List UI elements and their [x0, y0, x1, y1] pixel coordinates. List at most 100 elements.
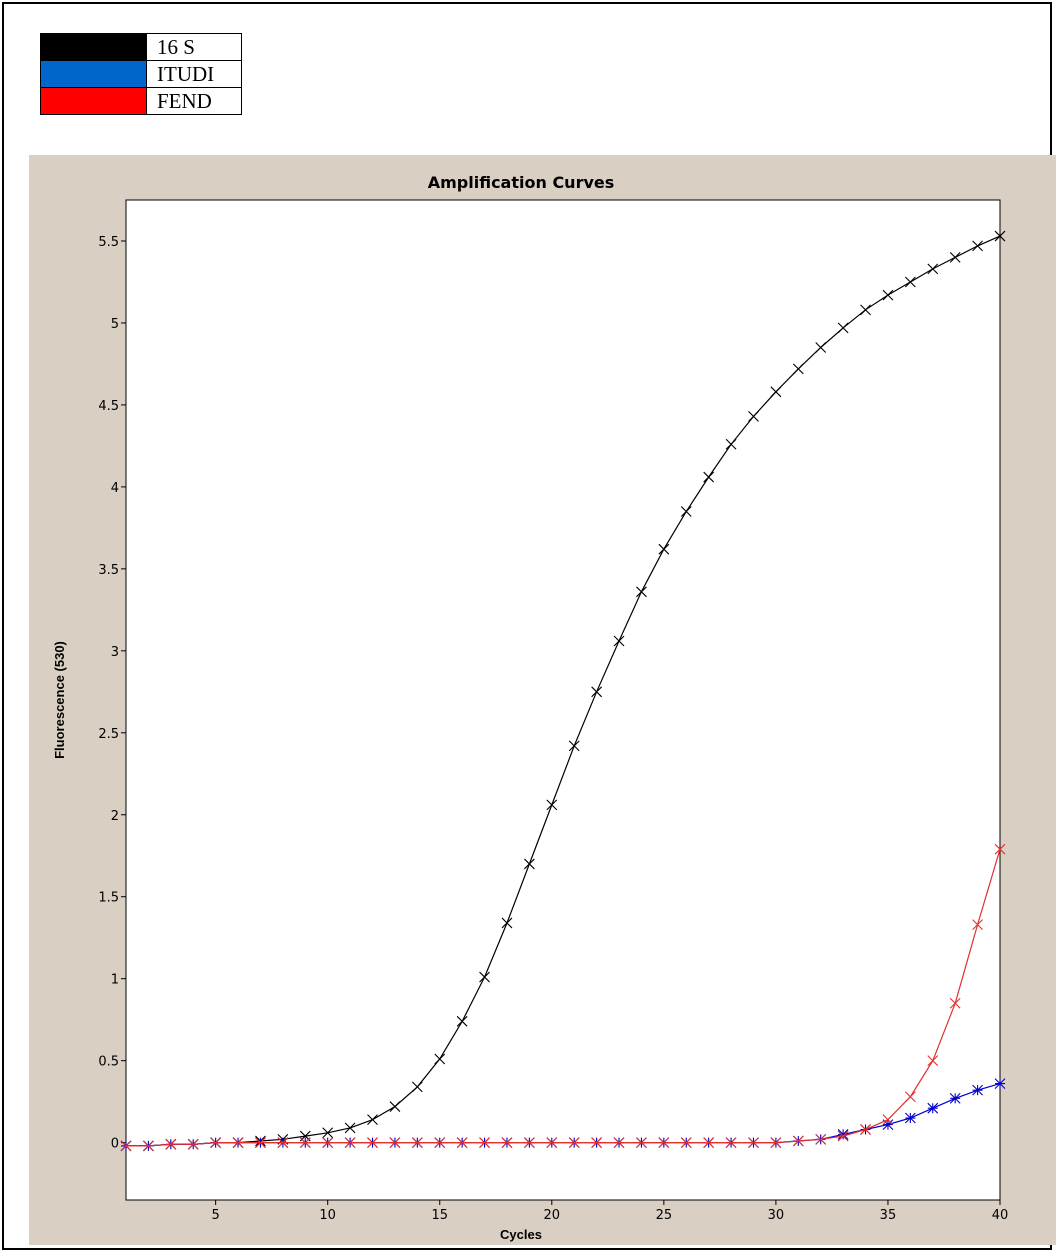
data-point-fend — [523, 1137, 535, 1149]
data-point-fend — [949, 997, 961, 1009]
data-point-fend — [165, 1138, 177, 1150]
y-tick-label: 4.5 — [98, 399, 119, 414]
data-point-16s — [882, 289, 894, 301]
data-point-16s — [792, 363, 804, 375]
y-axis-title: Fluorescence (530) — [52, 641, 67, 759]
data-point-fend — [501, 1137, 513, 1149]
x-tick-label: 30 — [768, 1208, 785, 1223]
data-point-16s — [501, 917, 513, 929]
data-point-fend — [456, 1137, 468, 1149]
data-point-16s — [568, 740, 580, 752]
legend-item-fend: FEND — [40, 87, 242, 115]
legend-swatch-16s — [40, 33, 147, 61]
x-tick-label: 25 — [656, 1208, 673, 1223]
legend-swatch-fend — [40, 87, 147, 115]
data-point-itudi — [904, 1112, 916, 1124]
series-line-16s — [126, 235, 1001, 1147]
data-point-16s — [613, 635, 625, 647]
data-point-16s — [636, 586, 647, 598]
data-point-fend — [882, 1114, 894, 1126]
data-point-16s — [949, 251, 961, 263]
data-point-fend — [389, 1137, 401, 1149]
data-point-16s — [591, 686, 603, 698]
data-point-fend — [255, 1137, 266, 1149]
data-point-16s — [389, 1101, 401, 1112]
data-point-fend — [792, 1135, 804, 1147]
y-tick-label: 0.5 — [98, 1055, 119, 1070]
data-point-16s — [837, 322, 849, 334]
data-point-fend — [411, 1137, 423, 1149]
data-point-fend — [367, 1137, 378, 1149]
data-point-fend — [232, 1137, 244, 1149]
legend: 16 S ITUDI FEND — [40, 33, 242, 115]
chart-title: Amplification Curves — [428, 173, 615, 192]
legend-label-fend: FEND — [146, 87, 242, 115]
x-axis: 5 10 15 20 25 30 35 40 — [212, 1200, 1009, 1223]
data-point-fend — [636, 1137, 647, 1149]
data-point-fend — [434, 1137, 446, 1149]
data-point-fend — [143, 1140, 154, 1152]
data-point-fend — [815, 1133, 827, 1145]
data-point-fend — [927, 1055, 939, 1067]
legend-label-itudi: ITUDI — [146, 60, 242, 88]
data-point-16s — [434, 1053, 446, 1065]
data-point-16s — [658, 543, 670, 555]
x-tick-label: 35 — [880, 1208, 897, 1223]
data-point-16s — [815, 342, 827, 353]
data-point-fend — [322, 1137, 334, 1149]
data-point-16s — [972, 240, 983, 252]
y-tick-label: 4 — [111, 481, 119, 496]
data-point-16s — [703, 471, 715, 483]
data-point-16s — [546, 799, 558, 811]
data-point-16s — [927, 263, 939, 275]
y-tick-label: 0 — [111, 1137, 119, 1152]
data-point-fend — [277, 1137, 289, 1149]
data-point-fend — [748, 1137, 759, 1149]
data-point-fend — [994, 843, 1006, 855]
data-point-16s — [367, 1114, 378, 1126]
data-point-16s — [860, 304, 871, 316]
data-point-fend — [972, 919, 983, 930]
x-tick-label: 15 — [431, 1208, 448, 1223]
y-tick-label: 1 — [111, 973, 119, 988]
y-tick-label: 2 — [111, 809, 119, 824]
data-point-fend — [479, 1137, 490, 1149]
y-tick-label: 2.5 — [98, 727, 119, 742]
data-point-fend — [837, 1130, 849, 1142]
data-point-fend — [703, 1137, 715, 1149]
x-tick-label: 40 — [992, 1208, 1009, 1223]
data-point-itudi — [837, 1129, 849, 1140]
data-point-fend — [120, 1140, 132, 1152]
data-point-itudi — [972, 1084, 983, 1096]
y-tick-label: 3 — [111, 645, 119, 660]
data-point-itudi — [949, 1092, 961, 1104]
data-point-fend — [299, 1137, 311, 1149]
data-point-itudi — [994, 1078, 1006, 1089]
data-point-itudi — [882, 1119, 894, 1130]
y-axis: 0 0.5 1 1.5 2 2.5 3 3.5 4 4.5 5 5.5 — [98, 235, 126, 1152]
data-point-fend — [613, 1137, 625, 1149]
data-point-16s — [322, 1127, 334, 1139]
data-point-fend — [568, 1137, 580, 1149]
x-tick-label: 10 — [319, 1208, 336, 1223]
data-point-fend — [187, 1138, 199, 1150]
y-tick-label: 5 — [111, 317, 119, 332]
data-point-fend — [546, 1137, 558, 1149]
data-point-fend — [344, 1137, 356, 1149]
data-point-fend — [904, 1091, 916, 1103]
data-point-fend — [210, 1137, 222, 1149]
data-point-itudi — [927, 1102, 939, 1114]
x-tick-label: 20 — [544, 1208, 561, 1223]
data-point-16s — [904, 276, 916, 288]
plot-area — [125, 199, 1001, 1201]
x-axis-title: Cycles — [500, 1227, 542, 1242]
data-point-fend — [680, 1137, 692, 1149]
data-point-fend — [860, 1124, 871, 1135]
series-fend — [120, 843, 1006, 1152]
data-point-fend — [770, 1137, 782, 1149]
data-point-16s — [411, 1081, 423, 1093]
series-line-fend — [126, 849, 1001, 1147]
data-point-16s — [523, 858, 535, 870]
data-point-16s — [725, 438, 737, 450]
